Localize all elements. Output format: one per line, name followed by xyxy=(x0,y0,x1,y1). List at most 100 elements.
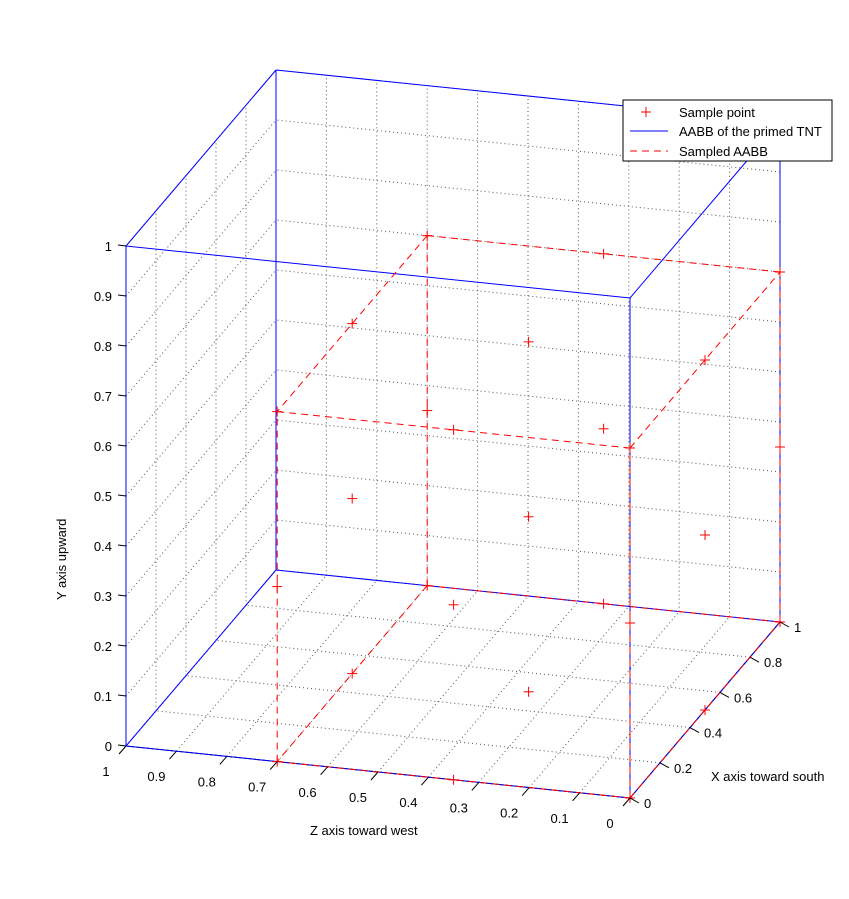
floor-grid-z xyxy=(528,611,680,788)
z-tick-mark xyxy=(269,761,278,770)
sample-point xyxy=(598,423,609,434)
floor-grid-z xyxy=(377,595,529,773)
sidewall-grid-y xyxy=(125,219,277,397)
backwall-grid-y xyxy=(275,369,781,423)
sample-point xyxy=(347,668,358,679)
y-tick-label: 0.7 xyxy=(94,389,112,404)
x-tick-label: 0.6 xyxy=(734,690,752,705)
sidewall-grid-y xyxy=(125,169,277,347)
sidewall-grid-y xyxy=(125,269,277,447)
primed-tnt-aabb-edge xyxy=(125,245,631,299)
x-tick-label: 1 xyxy=(794,620,801,635)
z-tick-mark xyxy=(118,745,127,755)
legend-item-primed-tnt-aabb: AABB of the primed TNT xyxy=(630,124,822,139)
z-tick-mark xyxy=(572,792,580,802)
sample-point xyxy=(347,318,358,329)
y-tick-mark xyxy=(117,244,127,247)
z-tick-mark xyxy=(622,797,631,807)
z-tick-label: 0.5 xyxy=(349,790,367,805)
y-tick-label: 0.9 xyxy=(94,289,112,304)
floor-grid-z xyxy=(579,616,730,794)
x-tick-mark xyxy=(779,621,790,628)
z-tick-mark xyxy=(370,771,379,781)
axes-lines xyxy=(125,246,781,799)
z-tick-mark xyxy=(421,776,429,786)
z-tick-label: 0.1 xyxy=(551,811,569,826)
sample-points xyxy=(272,230,785,803)
z-tick-mark xyxy=(320,766,328,776)
sidewall-grid-y xyxy=(125,419,277,597)
floor-grid-z xyxy=(428,600,579,778)
floor-grid-x xyxy=(155,710,661,764)
y-tick-mark xyxy=(117,394,127,397)
floor-grid-x xyxy=(245,604,751,658)
sample-point xyxy=(775,267,785,277)
y-tick-label: 0.5 xyxy=(94,489,112,504)
z-tick-label: 0.8 xyxy=(198,774,216,789)
primed-tnt-aabb-edge xyxy=(125,569,277,747)
y-tick-label: 0.2 xyxy=(94,639,112,654)
legend-item-sample-point: Sample point xyxy=(641,105,755,120)
x-tick-mark xyxy=(629,797,640,804)
y-tick-mark xyxy=(117,644,127,647)
sample-point xyxy=(523,336,534,347)
sidewall-grid-y xyxy=(125,369,277,547)
z-tick-mark xyxy=(521,787,530,796)
backwall-grid-y xyxy=(275,169,781,223)
floor-grid-z xyxy=(478,606,630,783)
floor-grid-z xyxy=(226,580,378,757)
sample-point xyxy=(598,598,609,609)
floor-grid-z xyxy=(176,574,327,752)
y-tick-mark xyxy=(117,294,127,297)
x-tick-mark xyxy=(659,762,670,769)
sampled-aabb-edge xyxy=(276,235,428,412)
sample-point xyxy=(422,230,433,241)
y-tick-label: 0.1 xyxy=(94,689,112,704)
sample-point xyxy=(625,443,635,453)
y-tick-mark xyxy=(117,444,127,447)
z-tick-label: 0.3 xyxy=(450,800,468,815)
z-tick-label: 0.4 xyxy=(399,795,417,810)
x-tick-label: 0.2 xyxy=(674,761,692,776)
sampled-aabb-edge xyxy=(629,271,781,449)
x-tick-mark xyxy=(689,727,700,734)
x-tick-mark xyxy=(719,691,730,698)
sample-point xyxy=(700,705,710,715)
y-tick-label: 0.8 xyxy=(94,339,112,354)
sidewall-grid-y xyxy=(125,319,277,497)
y-tick-label: 0.4 xyxy=(94,539,112,554)
floor-grid-x xyxy=(215,639,721,693)
x-tick-label: 0 xyxy=(644,796,651,811)
sidewall-grid-y xyxy=(125,519,277,697)
floor-grid-z xyxy=(327,590,478,768)
sample-point xyxy=(422,580,433,591)
legend-item-sampled-aabb: Sampled AABB xyxy=(630,144,768,159)
backwall-grid-y xyxy=(275,269,781,323)
backwall-grid-y xyxy=(275,419,781,473)
sample-point xyxy=(700,355,710,365)
backwall-grid-y xyxy=(275,469,781,523)
x-tick-label: 0.8 xyxy=(764,655,782,670)
y-tick-mark xyxy=(117,544,127,547)
sample-point xyxy=(775,442,785,452)
z-tick-mark xyxy=(471,782,480,791)
sample-point xyxy=(422,405,433,416)
legend: Sample point AABB of the primed TNT Samp… xyxy=(622,99,833,162)
z-tick-label: 0 xyxy=(606,816,613,831)
x-axis-label: X axis toward south xyxy=(711,769,824,784)
sample-point xyxy=(523,511,534,522)
z-tick-mark xyxy=(169,750,177,760)
y-tick-mark xyxy=(117,494,127,497)
sample-point xyxy=(625,618,635,628)
z-tick-label: 0.2 xyxy=(500,806,518,821)
sidewall-grid-y xyxy=(125,469,277,647)
grid-lines xyxy=(125,69,781,799)
backwall-grid-y xyxy=(275,119,781,173)
sample-point xyxy=(448,424,459,435)
z-tick-label: 0.9 xyxy=(147,769,165,784)
legend-label-primed-tnt-aabb: AABB of the primed TNT xyxy=(679,124,822,139)
z-tick-label: 0.7 xyxy=(248,780,266,795)
x-tick-mark xyxy=(749,656,760,663)
primed-tnt-aabb-edge xyxy=(125,69,277,247)
